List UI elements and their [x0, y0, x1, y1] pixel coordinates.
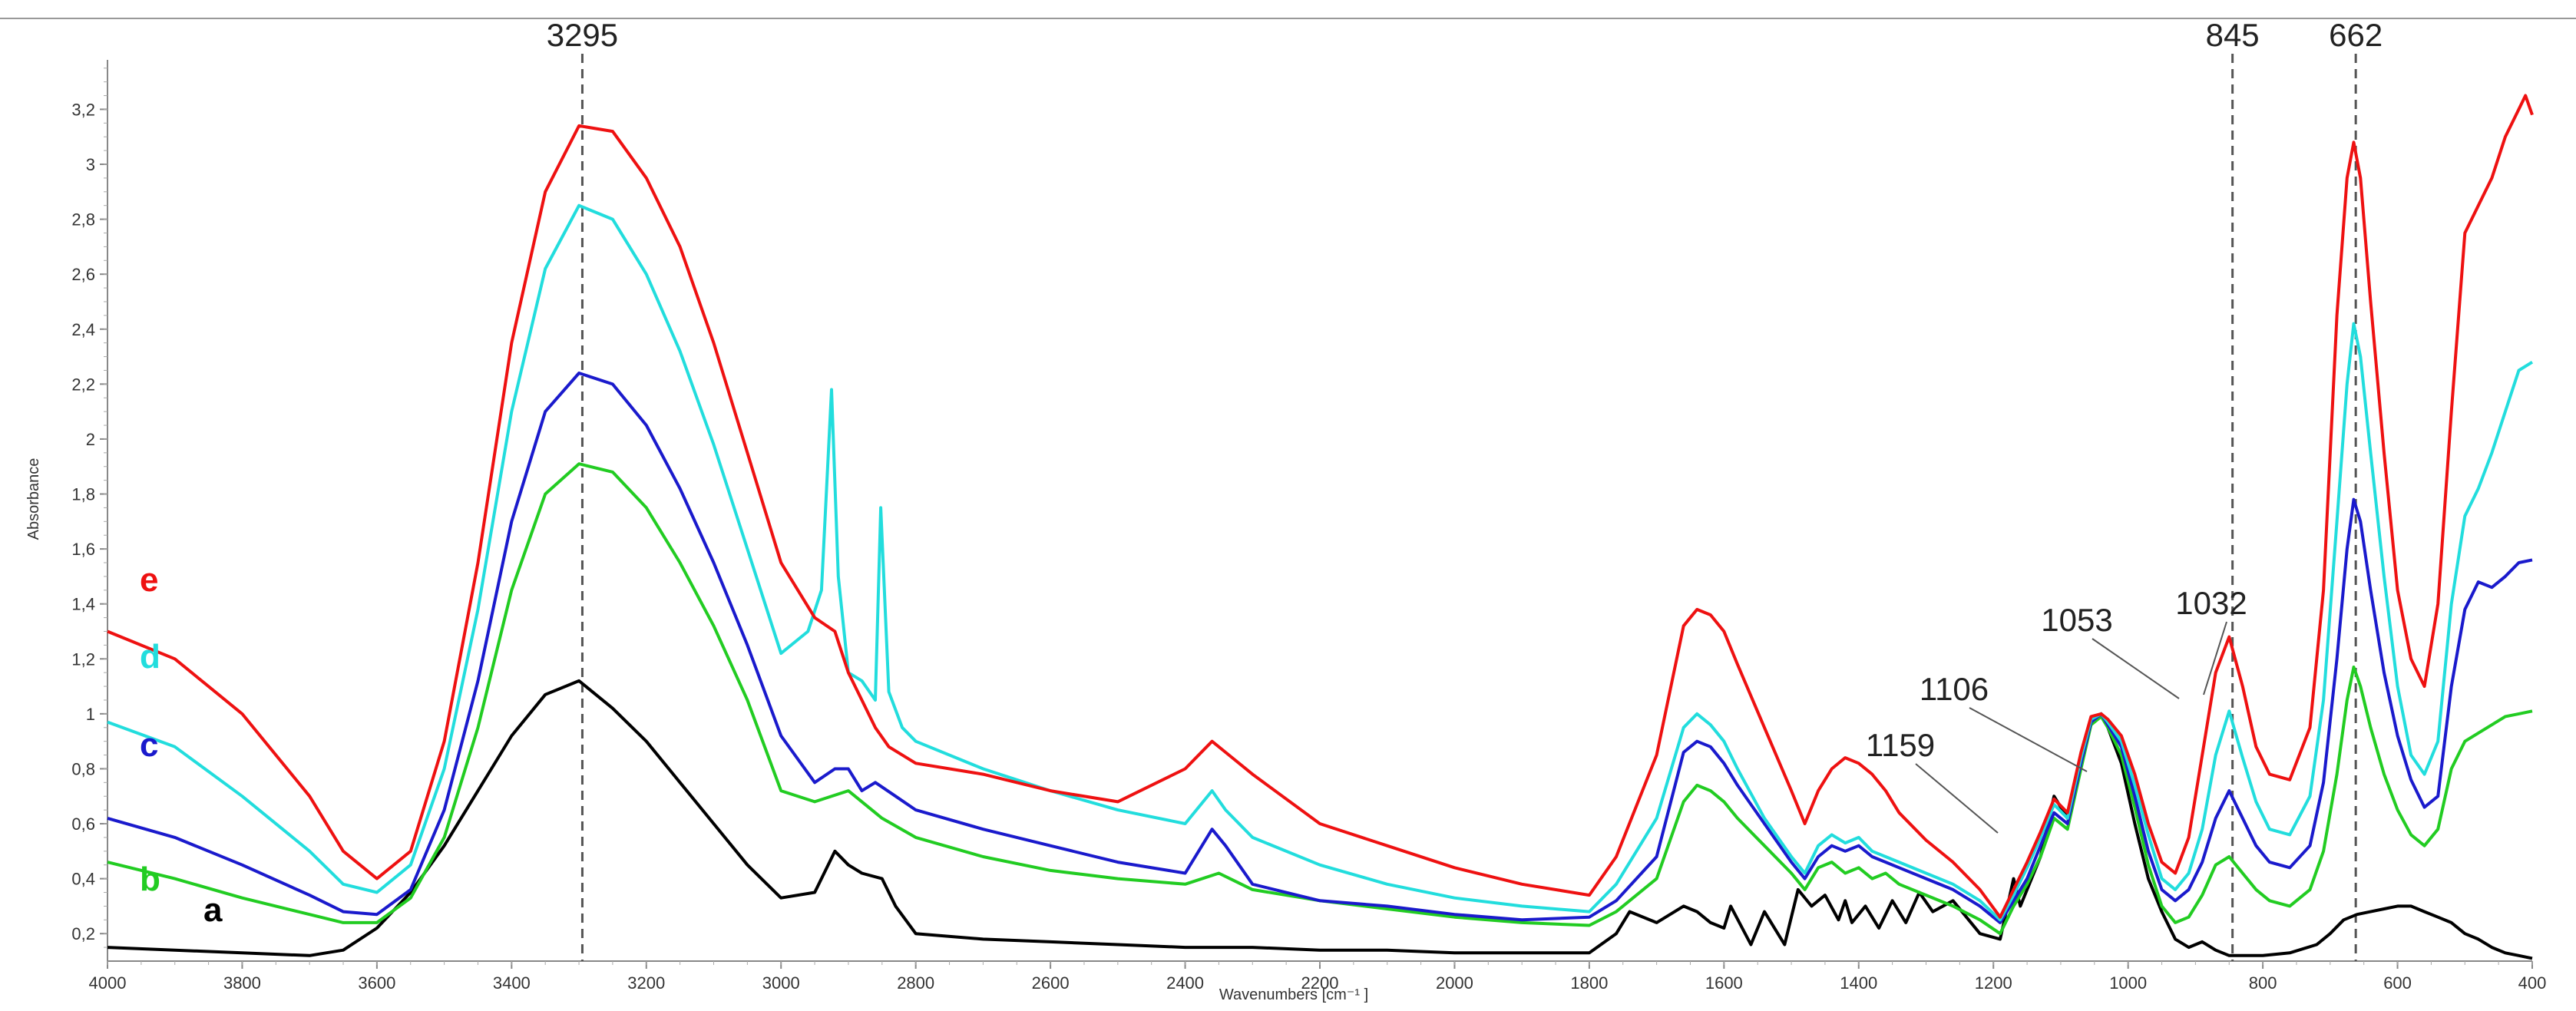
- x-tick-label: 3200: [627, 973, 665, 993]
- x-tick-label: 400: [2518, 973, 2547, 993]
- plot-frame: [0, 18, 2576, 962]
- reference-line-label: 3295: [547, 17, 618, 53]
- series-line-b: [107, 462, 2533, 936]
- y-tick-label: 2,8: [71, 210, 95, 230]
- y-tick-label: 1,2: [71, 649, 95, 669]
- x-tick-label: 3000: [762, 973, 800, 993]
- curve-labels: a b c d e: [140, 561, 223, 929]
- peak-label: 1032: [2175, 585, 2247, 621]
- peak-leader-line: [1969, 707, 2088, 772]
- curve-label-c: c: [140, 726, 158, 764]
- curve-label-e: e: [140, 561, 158, 599]
- y-tick-label: 1: [86, 705, 95, 724]
- peak-leader-line: [2203, 621, 2227, 695]
- x-axis-ticks: 4000 3800 3600 3400 3200 3000 2800 2600 2400 2200…: [89, 961, 2547, 993]
- y-tick-label: 2,4: [71, 320, 95, 339]
- peak-label: 1053: [2041, 602, 2112, 638]
- x-tick-label: 3800: [223, 973, 261, 993]
- x-tick-label: 1000: [2109, 973, 2147, 993]
- peak-annotations: 1159 1106 1053 1032: [1866, 585, 2247, 834]
- reference-line-label: 845: [2206, 17, 2260, 53]
- y-tick-label: 1,6: [71, 540, 95, 559]
- reference-line-label: 662: [2329, 17, 2383, 53]
- y-tick-label: 3: [86, 155, 95, 174]
- x-tick-label: 1600: [1705, 973, 1743, 993]
- x-tick-label: 1400: [1840, 973, 1877, 993]
- y-axis-ticks: 0,2 0,4 0,6 0,8 1 1,2 1,4 1,6 1,8 2 2,2 2,4 2,6 2,8 3 3…: [71, 68, 107, 948]
- peak-leader-line: [1915, 763, 1999, 834]
- y-tick-label: 1,4: [71, 595, 95, 614]
- y-tick-label: 2,6: [71, 265, 95, 284]
- y-tick-label: 2: [86, 430, 95, 449]
- x-tick-label: 2000: [1436, 973, 1473, 993]
- peak-label: 1106: [1920, 671, 1989, 707]
- x-tick-label: 3600: [358, 973, 395, 993]
- x-tick-label: 1800: [1570, 973, 1608, 993]
- x-tick-label: 2600: [1032, 973, 1070, 993]
- series-line-c: [107, 372, 2533, 924]
- y-tick-label: 1,8: [71, 485, 95, 504]
- series-line-d: [107, 203, 2534, 922]
- x-tick-label: 2400: [1166, 973, 1204, 993]
- y-tick-label: 0,8: [71, 759, 95, 778]
- peak-leader-line: [2092, 638, 2180, 699]
- curve-label-a: a: [203, 891, 223, 929]
- x-tick-label: 3400: [493, 973, 531, 993]
- series-line-a: [107, 679, 2533, 960]
- x-tick-label: 600: [2383, 973, 2412, 993]
- reference-lines: 3295 845 662: [547, 17, 2383, 961]
- y-tick-label: 0,6: [71, 814, 95, 834]
- curve-label-b: b: [140, 861, 160, 898]
- series-group: [107, 94, 2534, 960]
- series-line-e: [107, 94, 2534, 919]
- x-tick-label: 2800: [897, 973, 934, 993]
- x-tick-label: 2200: [1301, 973, 1339, 993]
- x-tick-label: 800: [2249, 973, 2277, 993]
- y-axis-label: Absorbance: [25, 458, 42, 540]
- y-tick-label: 3,2: [71, 100, 95, 119]
- curve-label-d: d: [140, 638, 160, 676]
- peak-label: 1159: [1866, 727, 1935, 763]
- y-tick-label: 2,2: [71, 375, 95, 394]
- x-tick-label: 4000: [89, 973, 127, 993]
- y-tick-label: 0,4: [71, 870, 95, 889]
- x-tick-label: 1200: [1975, 973, 2012, 993]
- y-tick-label: 0,2: [71, 924, 95, 943]
- x-axis-label: Wavenumbers [cm⁻¹ ]: [1219, 986, 1368, 1003]
